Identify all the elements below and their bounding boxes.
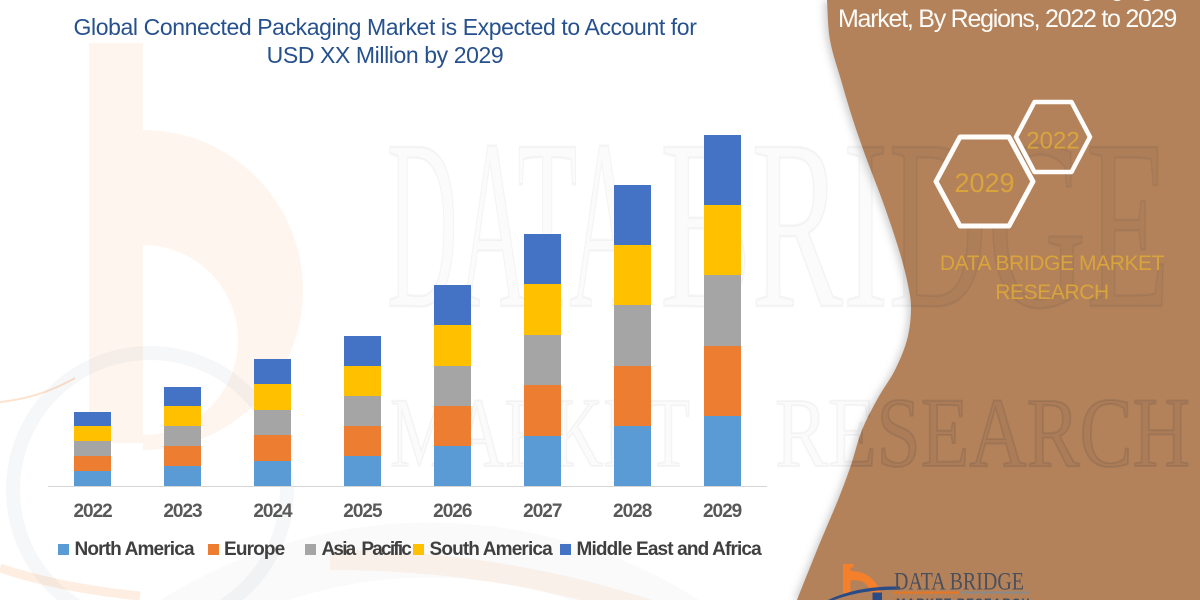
svg-text:DATA BRIDGE: DATA BRIDGE <box>894 569 1024 596</box>
svg-text:2029: 2029 <box>954 168 1014 198</box>
svg-text:DATA: DATA <box>387 89 640 359</box>
svg-text:MARKET RESEARCH: MARKET RESEARCH <box>896 598 1031 600</box>
svg-text:RESEARCH: RESEARCH <box>775 377 1190 488</box>
svg-text:2022: 2022 <box>1026 128 1079 155</box>
